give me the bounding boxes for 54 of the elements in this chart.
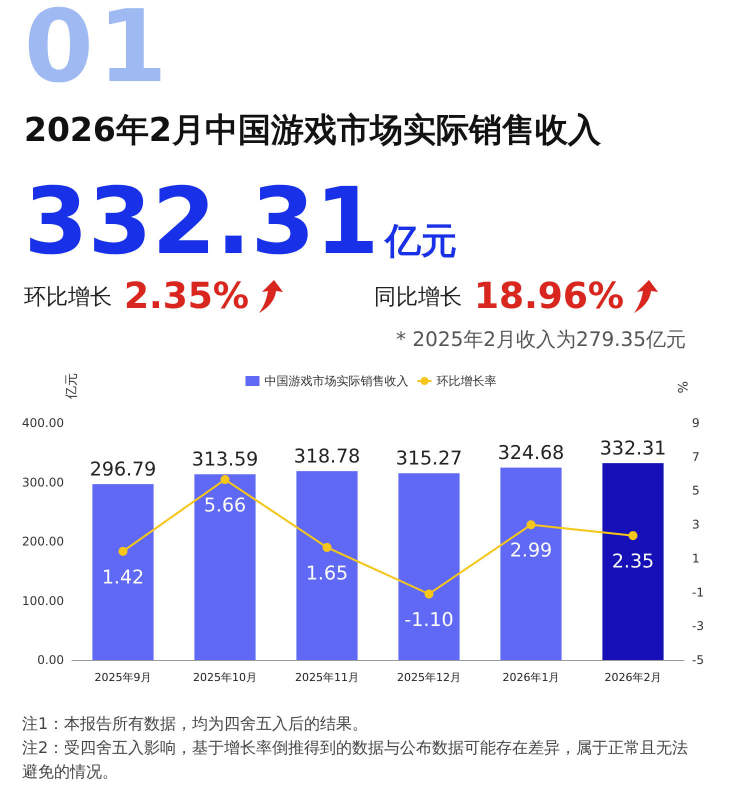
text: * 2025年2月收入为279.35亿元 [396,326,686,353]
y2-tick-label: 5 [692,484,700,498]
legend-label: 中国游戏市场实际销售收入 [264,374,408,388]
y2-tick-label: -1 [692,585,704,600]
y-tick-label: 100.00 [22,594,64,608]
point [424,589,434,598]
point [118,546,128,556]
data-label: 318.78 [294,446,360,468]
y2-tick-label: 1 [692,551,700,566]
data-label: 1.65 [306,562,348,584]
y2-tick-label: 3 [692,518,700,532]
data-label: 2.35 [612,550,654,573]
data-label: 1.42 [102,566,144,588]
x-tick-label: 2025年11月 [295,671,359,684]
y-axis-title: 亿元 [64,373,80,400]
y-tick-label: 400.00 [22,416,64,430]
text: 环比增长 2.35% [24,276,249,317]
text: 01 [24,0,172,105]
bar [194,474,256,660]
bar [92,484,154,660]
data-label: 5.66 [204,494,246,517]
legend-label: 环比增长率 [436,374,496,388]
point [322,542,332,552]
point [220,475,230,484]
text: 注1：本报告所有数据，均为四舍五入后的结果。 [22,713,370,735]
x-tick-label: 2026年2月 [604,671,662,684]
data-label: 315.27 [396,448,462,470]
bar [602,463,664,660]
point [526,520,536,530]
point [628,531,638,540]
y2-tick-label: 7 [692,450,700,464]
text: 同比增长 18.96% [374,276,624,317]
x-tick-label: 2025年9月 [94,671,152,684]
x-tick-label: 2026年1月 [502,671,560,684]
data-label: 2.99 [510,540,552,562]
data-label: 296.79 [90,458,156,481]
y-tick-label: 0.00 [37,653,64,667]
data-label: 324.68 [498,442,564,464]
x-tick-label: 2025年10月 [193,671,257,684]
data-label: 313.59 [192,448,258,471]
y2-tick-label: 9 [692,416,700,430]
y2-tick-label: -5 [692,653,704,667]
chart-title: 2026年2月中国游戏市场实际销售收入 [24,109,601,151]
bar [398,473,460,660]
bar [296,471,358,660]
data-label: 332.31 [600,438,666,460]
data-label: -1.10 [404,608,454,631]
y-tick-label: 200.00 [22,534,64,548]
bar [500,468,562,660]
text: 注2：受四舍五入影响，基于增长率倒推得到的数据与公布数据可能存在差异，属于正常且无法避免的情况。 [22,737,690,783]
x-tick-label: 2025年12月 [397,671,461,684]
y2-axis-title: % [676,381,692,394]
y-tick-label: 300.00 [22,475,64,490]
y2-tick-label: -3 [692,619,704,634]
